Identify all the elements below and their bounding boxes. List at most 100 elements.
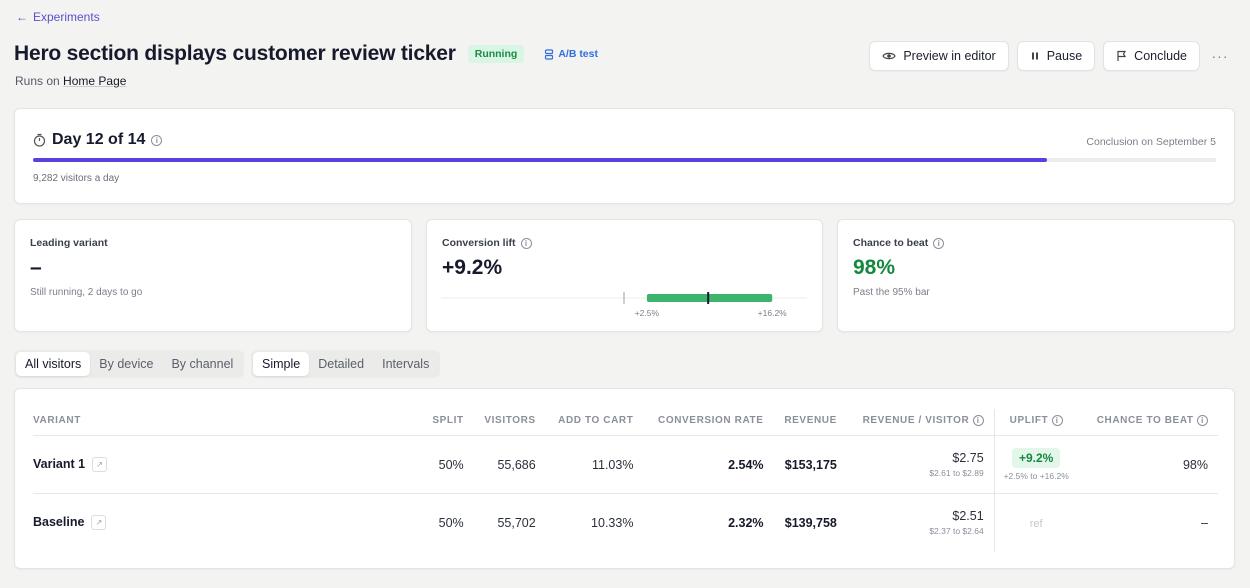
view-tabs: Simple Detailed Intervals [251,350,441,378]
info-icon[interactable]: i [151,134,163,146]
rpv-cell: $2.75 $2.61 to $2.89 [846,435,995,494]
conclude-button[interactable]: Conclude [1103,41,1200,71]
pause-label: Pause [1046,49,1083,63]
results-table-card: VARIANT SPLIT VISITORS ADD TO CART CONVE… [14,388,1235,569]
leading-variant-label: Leading variant [30,237,108,249]
rpv-value: $2.75 [952,451,984,465]
conversion-lift-card: Conversion lift i +9.2% +2.5% +16.2% [426,219,823,332]
visitors-cell: 55,686 [473,435,546,494]
col-uplift-label: UPLIFT [1009,415,1049,426]
conversion-rate-cell: 2.54% [643,435,774,494]
timer-icon [33,133,46,147]
leading-variant-value: – [30,256,42,279]
col-chance-to-beat: CHANCE TO BEAT i [1081,409,1218,436]
ab-test-icon [545,48,554,60]
preview-label: Preview in editor [903,49,996,63]
conversion-lift-label: Conversion lift [442,237,516,249]
lift-high-label: +16.2% [757,308,787,318]
more-options-button[interactable]: ··· [1211,48,1229,64]
progress-track [33,158,1216,162]
chance-cell: 98% [1081,435,1218,494]
revenue-cell: $153,175 [773,435,847,494]
info-icon[interactable]: i [1197,415,1208,426]
col-revenue: REVENUE [773,409,847,436]
rpv-value: $2.51 [952,509,984,524]
results-table: VARIANT SPLIT VISITORS ADD TO CART CONVE… [33,409,1218,552]
lift-interval-bar [646,294,773,302]
col-visitors: VISITORS [473,409,546,436]
rpv-cell: $2.51 $2.37 to $2.64 [847,494,994,552]
progress-fill [33,158,1047,162]
back-to-experiments-link[interactable]: ← Experiments [16,10,100,24]
conversion-lift-label-row: Conversion lift i [442,237,532,249]
visitors-cell: 55,702 [497,515,536,530]
test-type-link[interactable]: A/B test [544,48,598,60]
split-cell: 50% [423,435,474,494]
variant-cell: Variant 1 ↗ [33,435,423,494]
progress-card: Day 12 of 14 i Conclusion on September 5… [14,108,1235,204]
pause-icon [1031,52,1038,60]
info-icon[interactable]: i [972,415,984,426]
tab-detailed[interactable]: Detailed [318,357,365,371]
chance-cell: – [1201,515,1208,530]
pause-button[interactable]: Pause [1016,41,1096,71]
table-header-row: VARIANT SPLIT VISITORS ADD TO CART CONVE… [33,409,1218,436]
chance-to-beat-label-row: Chance to beat i [853,237,945,249]
variant-name: Baseline [33,515,85,530]
add-to-cart-cell: 10.33% [591,515,634,530]
back-link-label: Experiments [33,10,100,24]
flag-icon [1117,50,1127,61]
add-to-cart-cell: 11.03% [545,435,644,494]
variant-name: Variant 1 [33,456,86,471]
uplift-cell: +9.2% +2.5% to +16.2% [993,435,1082,494]
visitors-per-day: 9,282 visitors a day [33,173,120,184]
lift-low-label: +2.5% [634,308,660,318]
chance-to-beat-card: Chance to beat i 98% Past the 95% bar [837,219,1235,332]
tab-intervals[interactable]: Intervals [382,357,430,371]
revenue-cell: $139,758 [784,515,837,530]
preview-in-editor-button[interactable]: Preview in editor [869,41,1009,71]
segment-tabs: All visitors By device By channel [14,350,245,378]
uplift-cell: ref [993,493,1082,552]
variant-cell: Baseline ↗ [33,494,423,552]
external-link-icon[interactable]: ↗ [91,515,107,531]
external-link-icon[interactable]: ↗ [92,457,108,473]
chance-to-beat-sub: Past the 95% bar [853,287,930,298]
col-uplift: UPLIFT i [993,409,1082,436]
header-actions: Preview in editor Pause Conclude ··· [869,41,1232,71]
info-icon[interactable]: i [933,237,945,249]
conversion-rate-cell: 2.32% [728,515,764,530]
table-row[interactable]: Variant 1 ↗ 50% 55,686 11.03% 2.54% $153,… [33,435,1218,494]
tab-by-channel[interactable]: By channel [171,357,234,371]
rpv-range: $2.61 to $2.89 [929,468,984,478]
page-title: Hero section displays customer review ti… [14,42,456,65]
uplift-range: +2.5% to +16.2% [1003,471,1069,481]
leading-variant-sub: Still running, 2 days to go [30,287,143,298]
uplift-ref: ref [1029,517,1043,530]
col-revenue-per-visitor: REVENUE / VISITOR i [846,409,995,436]
arrow-left-icon: ← [16,10,28,24]
chance-to-beat-label: Chance to beat [853,237,929,249]
day-label: Day 12 of 14 i [33,131,163,149]
col-chance-label: CHANCE TO BEAT [1096,415,1194,426]
col-variant: VARIANT [33,409,423,436]
status-badge: Running [467,45,525,63]
table-row[interactable]: Baseline ↗ 50% 55,702 10.33% 2.32% $139,7… [33,493,1218,552]
info-icon[interactable]: i [1051,415,1063,426]
conversion-lift-value: +9.2% [442,256,503,279]
col-split: SPLIT [423,409,474,436]
tab-all-visitors[interactable]: All visitors [16,352,91,376]
tab-by-device[interactable]: By device [99,357,154,371]
chance-to-beat-value: 98% [853,256,896,279]
conclusion-date: Conclusion on September 5 [1086,136,1216,148]
runs-on-prefix: Runs on [15,74,60,88]
test-type-label: A/B test [558,48,598,60]
conclude-label: Conclude [1134,49,1187,63]
title-row: Hero section displays customer review ti… [14,42,598,66]
info-icon[interactable]: i [520,237,532,249]
tab-simple[interactable]: Simple [253,352,310,376]
eye-icon [882,52,897,60]
rpv-range: $2.37 to $2.64 [929,526,984,537]
runs-on-page-link[interactable]: Home Page [63,74,127,88]
leading-variant-card: Leading variant – Still running, 2 days … [14,219,412,332]
